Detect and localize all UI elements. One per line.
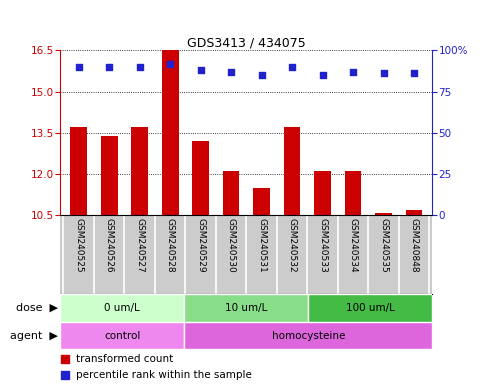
- Point: [349, 69, 357, 75]
- Text: dose  ▶: dose ▶: [16, 303, 58, 313]
- Title: GDS3413 / 434075: GDS3413 / 434075: [187, 36, 306, 49]
- Bar: [253, 188, 270, 215]
- Text: GSM240529: GSM240529: [196, 218, 205, 272]
- Text: transformed count: transformed count: [76, 354, 173, 364]
- Text: 100 um/L: 100 um/L: [346, 303, 395, 313]
- Text: control: control: [104, 331, 141, 341]
- Text: 0 um/L: 0 um/L: [104, 303, 140, 313]
- Bar: [162, 50, 179, 215]
- Text: GSM240531: GSM240531: [257, 218, 266, 273]
- Text: agent  ▶: agent ▶: [10, 331, 58, 341]
- Point: [380, 70, 387, 76]
- Bar: [308, 294, 432, 322]
- Text: GSM240533: GSM240533: [318, 218, 327, 273]
- Point: [75, 64, 83, 70]
- Text: GSM240534: GSM240534: [349, 218, 357, 272]
- Text: GSM240526: GSM240526: [105, 218, 114, 272]
- Point: [288, 64, 296, 70]
- Point: [227, 69, 235, 75]
- Text: GSM240532: GSM240532: [287, 218, 297, 272]
- Text: GSM240527: GSM240527: [135, 218, 144, 272]
- Point: [197, 67, 204, 73]
- Text: 10 um/L: 10 um/L: [225, 303, 268, 313]
- Bar: [406, 210, 422, 215]
- Bar: [71, 127, 87, 215]
- Bar: [223, 171, 240, 215]
- Text: GSM240530: GSM240530: [227, 218, 236, 273]
- Point: [283, 149, 291, 155]
- Bar: [192, 141, 209, 215]
- Text: homocysteine: homocysteine: [271, 331, 345, 341]
- Point: [105, 64, 113, 70]
- Text: GSM240525: GSM240525: [74, 218, 83, 272]
- Point: [283, 298, 291, 304]
- Text: GSM240535: GSM240535: [379, 218, 388, 273]
- Bar: [314, 171, 331, 215]
- Bar: [101, 136, 117, 215]
- Point: [166, 60, 174, 66]
- Text: GSM240528: GSM240528: [166, 218, 175, 272]
- Point: [319, 72, 327, 78]
- Bar: [345, 171, 361, 215]
- Bar: [185, 294, 308, 322]
- Point: [258, 72, 266, 78]
- Point: [410, 70, 418, 76]
- Bar: [131, 127, 148, 215]
- Bar: [284, 127, 300, 215]
- Bar: [375, 213, 392, 215]
- Text: percentile rank within the sample: percentile rank within the sample: [76, 370, 252, 380]
- Point: [136, 64, 143, 70]
- Bar: [60, 294, 185, 322]
- Text: GSM240848: GSM240848: [410, 218, 418, 272]
- Bar: [185, 322, 432, 349]
- Bar: [60, 322, 185, 349]
